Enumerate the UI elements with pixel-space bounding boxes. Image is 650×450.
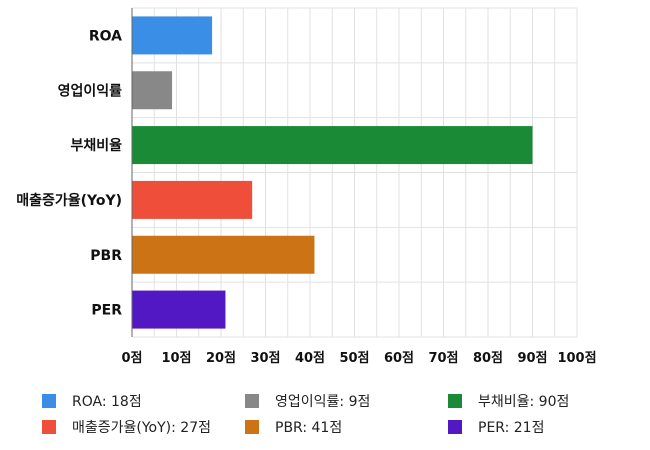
- legend-label: 매출증가율(YoY): 27점: [72, 420, 211, 436]
- legend-label: ROA: 18점: [72, 394, 142, 410]
- legend-label: 영업이익률: 9점: [275, 394, 370, 410]
- legend-label: PER: 21점: [478, 420, 544, 436]
- category-label: PBR: [90, 248, 122, 264]
- grid: [131, 7, 578, 338]
- x-tick-label: 20점: [206, 351, 236, 366]
- category-label: 부채비율: [70, 137, 122, 154]
- legend-label: PBR: 41점: [275, 420, 342, 436]
- legend-swatch: [245, 394, 259, 408]
- x-tick-label: 60점: [384, 351, 414, 366]
- category-label: PER: [91, 303, 122, 319]
- x-tick-label: 70점: [428, 351, 458, 366]
- legend-swatch: [42, 394, 56, 408]
- x-tick-label: 0점: [121, 351, 142, 366]
- x-tick-label: 40점: [295, 351, 325, 366]
- category-label: ROA: [89, 28, 122, 44]
- legend-swatch: [448, 420, 462, 434]
- category-label: 매출증가율(YoY): [16, 192, 122, 209]
- legend-label: 부채비율: 90점: [478, 394, 569, 410]
- x-tick-label: 10점: [161, 351, 191, 366]
- x-tick-label: 30점: [250, 351, 280, 366]
- bar-4: [132, 235, 315, 274]
- bar-1: [132, 71, 173, 110]
- bar-3: [132, 180, 253, 219]
- x-tick-label: 90점: [517, 351, 547, 366]
- bar-0: [132, 16, 213, 55]
- bar-2: [132, 126, 533, 165]
- legend-swatch: [448, 394, 462, 408]
- x-tick-label: 100점: [557, 351, 596, 366]
- legend-swatch: [42, 420, 56, 434]
- category-label: 영업이익률: [58, 82, 123, 99]
- x-tick-label: 80점: [473, 351, 503, 366]
- tick-labels: 0점 10점 20점 30점 40점 50점 60점 70점 80점 90점 100점: [121, 351, 596, 366]
- bars: [132, 16, 533, 329]
- legend-swatch: [245, 420, 259, 434]
- bar-5: [132, 290, 226, 329]
- x-tick-label: 50점: [339, 351, 369, 366]
